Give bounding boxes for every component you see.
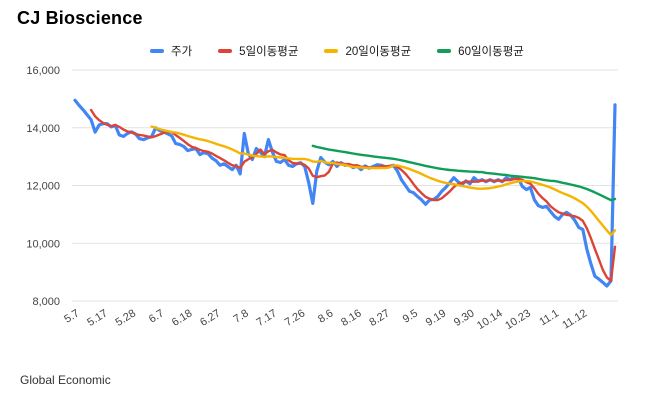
x-axis-label: 9.30 [452,307,477,329]
source-credit: Global Economic [20,373,111,387]
legend-label-ma5: 5일이동평균 [239,46,299,58]
legend-label-ma20: 20일이동평균 [345,46,412,58]
x-axis-label: 9.19 [424,307,449,329]
x-axis-label: 10.14 [475,307,505,332]
x-axis-label: 10.23 [503,307,533,332]
legend-marker-price [150,49,164,53]
x-axis-label: 7.17 [255,307,280,329]
x-axis-label: 7.8 [232,307,251,325]
legend-marker-ma5 [218,49,233,53]
y-axis: 16,000 14,000 12,000 10,000 8,000 [26,65,60,308]
y-axis-label: 14,000 [26,123,60,135]
series-line-ma60 [311,144,617,202]
x-axis-label: 6.7 [147,307,166,325]
y-axis-label: 16,000 [26,65,60,77]
page-title: CJ Bioscience [17,8,143,28]
gridlines [72,69,618,302]
x-axis-label: 5.7 [62,307,81,325]
x-axis-label: 6.18 [170,307,195,329]
legend-label-price: 주가 [171,46,193,58]
y-axis-label: 8,000 [32,296,60,308]
legend-marker-ma20 [324,49,339,53]
x-axis: 5.7 5.17 5.28 6.7 6.18 6.27 7.8 7.17 7.26 8.6 8.16… [62,307,589,332]
x-axis-label: 5.17 [85,307,110,329]
series-line-ma5 [89,108,617,283]
x-axis-label: 8.16 [339,307,364,329]
x-axis-label: 5.28 [113,307,138,329]
legend-item-ma5: 5일이동평균 [218,43,298,59]
x-axis-label: 9.5 [401,307,420,325]
x-axis-label: 11.1 [537,307,561,328]
x-axis-label: 11.12 [560,307,589,331]
legend-item-ma60: 60일이동평균 [437,43,524,59]
legend-item-price: 주가 [150,43,192,59]
series-line-ma20 [150,125,617,237]
legend-label-ma60: 60일이동평균 [458,46,524,58]
x-axis-label: 8.6 [316,307,335,325]
chart-legend: 주가 5일이동평균 20일이동평균 60일이동평균 [150,43,524,59]
legend-marker-ma60 [437,49,452,53]
y-axis-label: 12,000 [26,181,60,193]
x-axis-label: 7.26 [283,307,308,329]
x-axis-label: 6.27 [198,307,223,329]
y-axis-label: 10,000 [26,238,60,250]
legend-item-ma20: 20일이동평균 [324,43,411,59]
x-axis-label: 8.27 [367,307,392,329]
